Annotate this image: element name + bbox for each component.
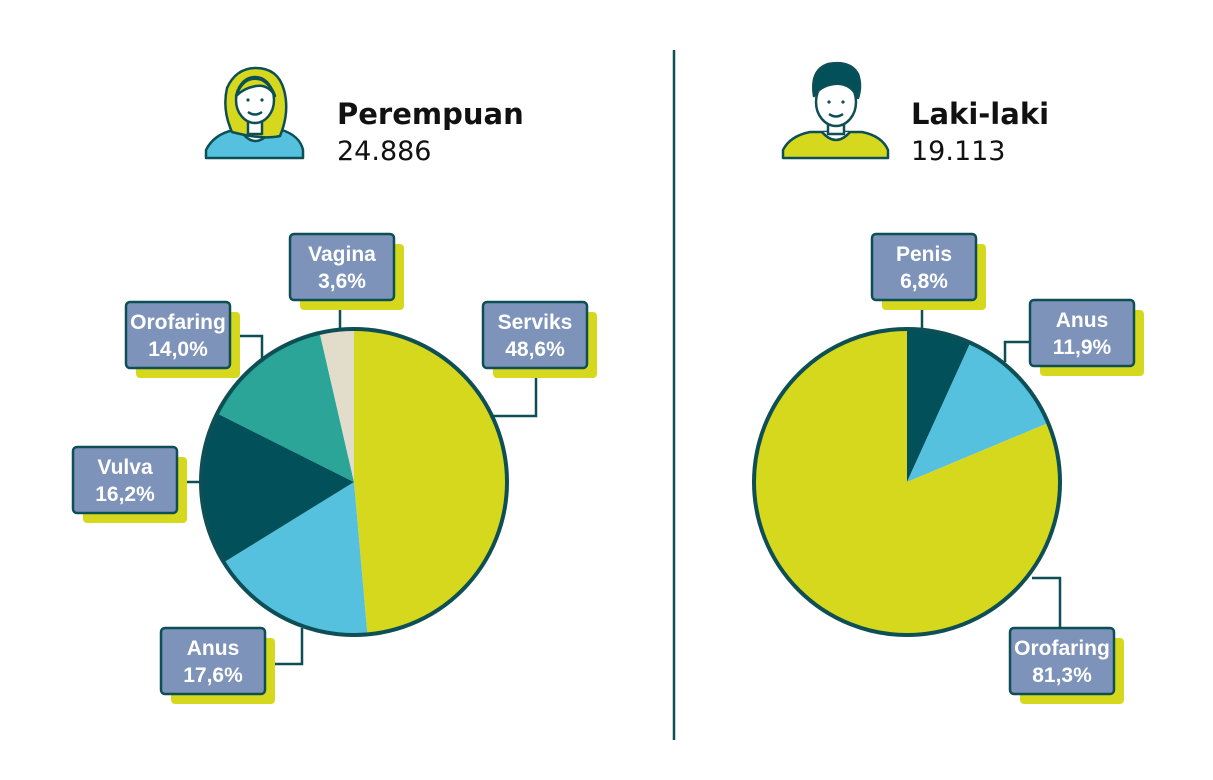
slice-name-label: Vagina: [308, 243, 376, 266]
leader-line: [230, 334, 264, 362]
slice-label-laki-laki-anus: Anus 11,9%: [1003, 298, 1144, 376]
leader-line: [265, 628, 304, 666]
woman-icon: [204, 66, 305, 160]
slice-name-label: Anus: [1056, 309, 1109, 332]
chart-total-laki-laki: 19.113: [911, 136, 1005, 167]
label-box: [481, 300, 589, 370]
leader-line: [1032, 576, 1062, 628]
label-box: [159, 626, 267, 696]
pie-slice-laki-laki-anus: [907, 342, 1049, 482]
slice-label-laki-laki-orofaring: Orofaring 81,3%: [1008, 576, 1124, 704]
slice-label-perempuan-vulva: Vulva 16,2%: [71, 445, 201, 523]
slice-name-label: Orofaring: [1014, 637, 1110, 660]
pie-laki-laki: Penis 6,8% Anus 11,9% Orofaring 81,3%: [752, 232, 1144, 704]
slice-value-label: 14,0%: [148, 338, 208, 361]
slice-value-label: 17,6%: [183, 664, 243, 687]
slice-name-label: Anus: [187, 637, 240, 660]
label-box: [288, 232, 396, 302]
slice-label-perempuan-vagina: Vagina 3,6%: [288, 232, 404, 330]
slice-label-laki-laki-penis: Penis 6,8%: [870, 232, 986, 330]
pie-slice-perempuan-vulva: [201, 413, 354, 563]
pie-outline-laki-laki: [752, 327, 1062, 637]
label-box: [870, 232, 978, 302]
pie-perempuan: Serviks 48,6% Anus 17,6% Vulva 16,2% Orofaring…: [71, 232, 597, 704]
slice-label-perempuan-serviks: Serviks 48,6%: [481, 300, 597, 418]
slice-name-label: Serviks: [498, 311, 573, 334]
pie-slice-perempuan-vagina: [319, 329, 354, 482]
chart-total-perempuan: 24.886: [337, 136, 431, 167]
leader-line: [1003, 340, 1030, 362]
slice-value-label: 16,2%: [95, 483, 155, 506]
slice-name-label: Orofaring: [130, 311, 226, 334]
chart-title-perempuan: Perempuan: [337, 97, 524, 131]
chart-title-laki-laki: Laki-laki: [911, 97, 1049, 131]
pie-slice-perempuan-serviks: [354, 328, 508, 635]
leader-line: [490, 368, 538, 418]
pie-slice-laki-laki-penis: [907, 329, 971, 482]
slice-label-perempuan-anus: Anus 17,6%: [159, 626, 304, 704]
slice-name-label: Vulva: [97, 456, 153, 479]
label-box: [1008, 626, 1116, 696]
label-box: [71, 445, 179, 515]
man-icon: [781, 61, 890, 160]
slice-value-label: 6,8%: [900, 270, 948, 293]
slice-value-label: 3,6%: [318, 270, 366, 293]
slice-value-label: 81,3%: [1032, 664, 1092, 687]
label-box: [1028, 298, 1136, 368]
slice-name-label: Penis: [896, 243, 952, 266]
pie-slice-laki-laki-orofaring: [754, 329, 1060, 635]
slice-label-perempuan-orofaring: Orofaring 14,0%: [124, 300, 264, 378]
slice-value-label: 48,6%: [505, 338, 565, 361]
slice-value-label: 11,9%: [1053, 336, 1112, 359]
pie-slice-perempuan-anus: [223, 482, 368, 635]
label-box: [124, 300, 232, 370]
